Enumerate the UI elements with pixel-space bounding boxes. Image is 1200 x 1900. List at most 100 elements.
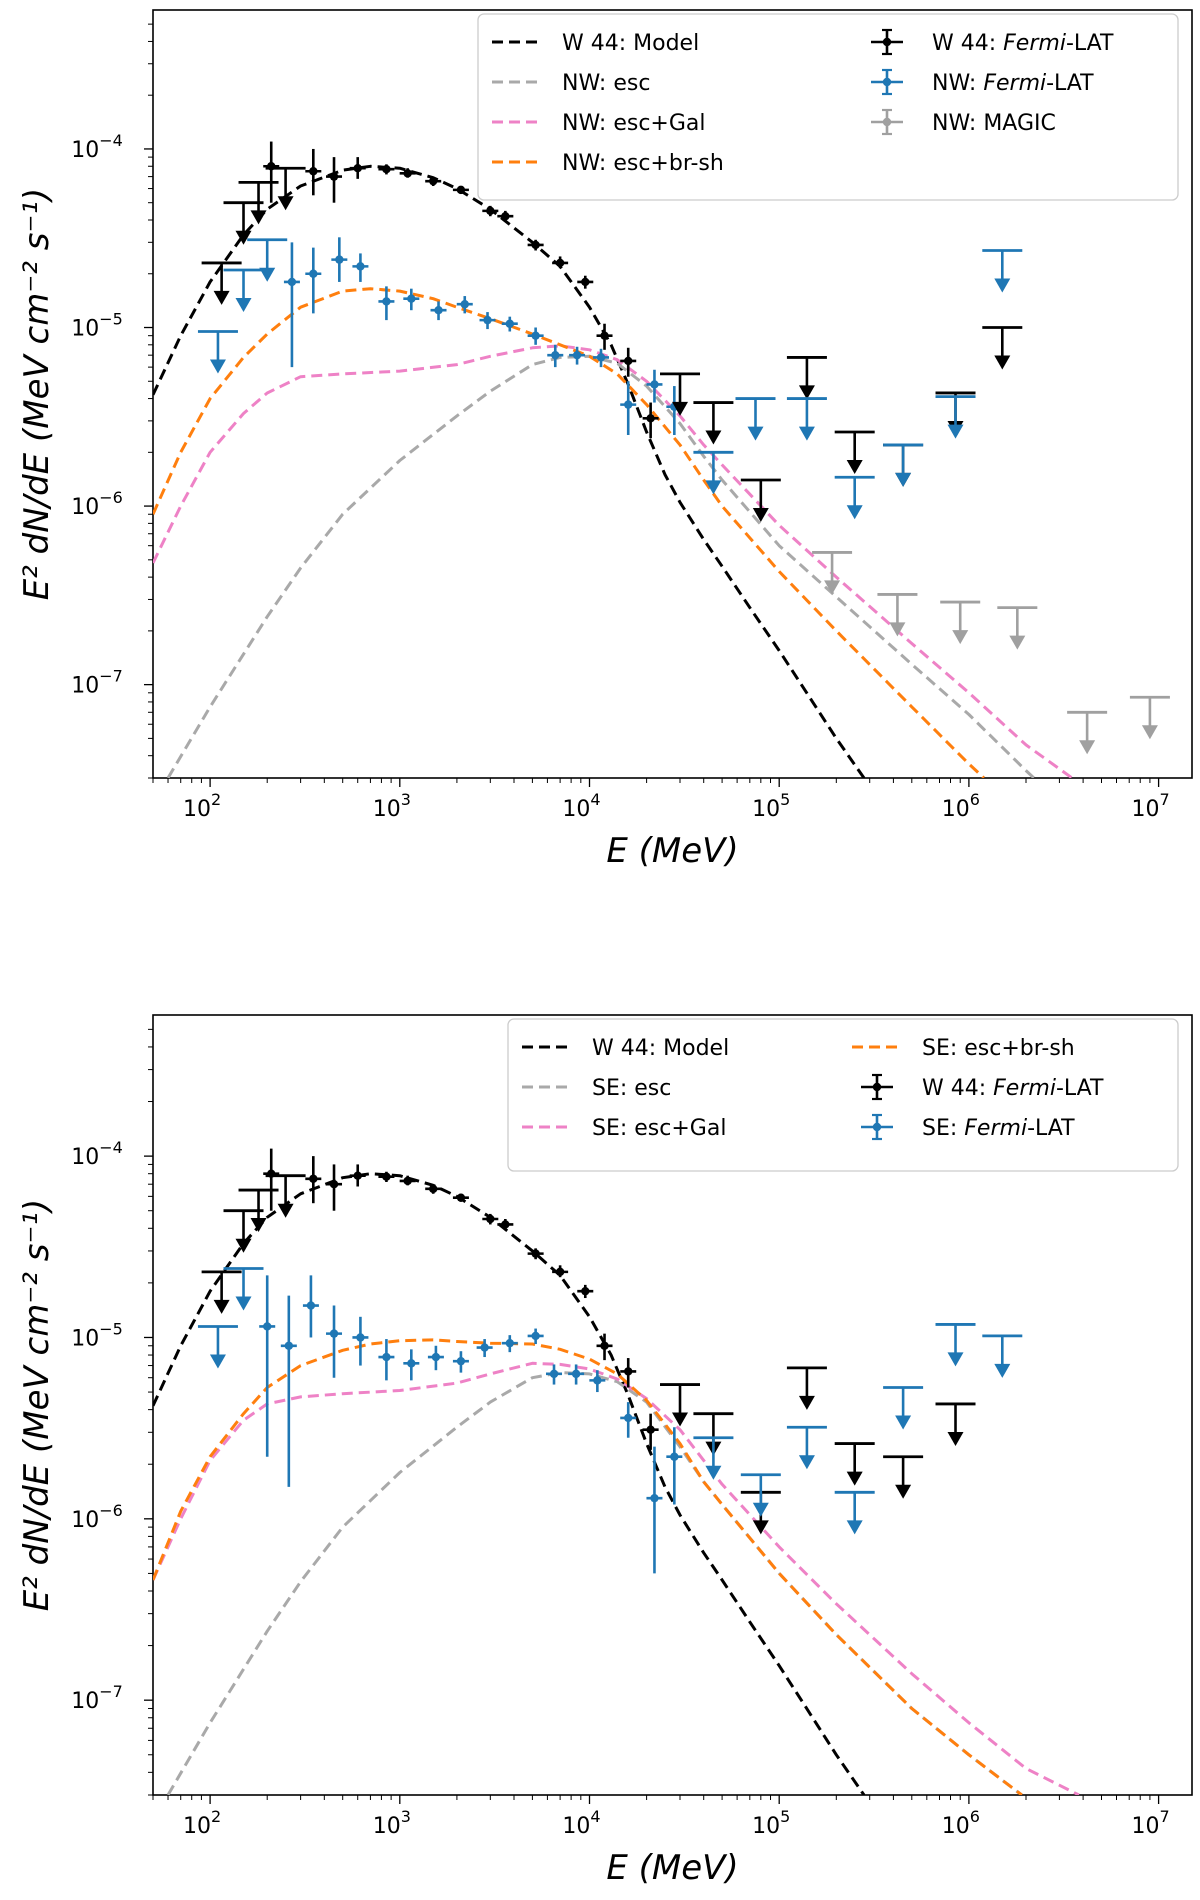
legend-label: W 44: Model — [592, 1036, 729, 1061]
x-tick-label: 103 — [373, 1807, 411, 1839]
legend-entry: W 44: Model — [522, 1036, 729, 1061]
data-point — [403, 1349, 420, 1381]
upper-limit-marker — [735, 397, 776, 441]
data-point — [452, 185, 469, 195]
data-point — [326, 1305, 343, 1378]
data-point — [482, 205, 499, 217]
data-point — [642, 402, 659, 439]
x-tick-label: 107 — [1132, 790, 1170, 822]
data-point — [305, 1156, 322, 1204]
data-point — [349, 157, 366, 179]
data-point — [569, 346, 586, 365]
upper-limit-marker — [883, 443, 924, 487]
legend-entry: SE: Fermi-LAT — [861, 1113, 1075, 1141]
upper-limit-marker — [786, 1366, 827, 1410]
legend-entry: NW: esc+br-sh — [492, 151, 724, 176]
y-tick-label: 10−7 — [71, 667, 123, 699]
data-point — [452, 1193, 469, 1202]
data-point — [425, 1184, 442, 1194]
upper-limit-marker — [223, 201, 264, 245]
data-point — [593, 348, 610, 368]
data-point — [501, 1335, 518, 1353]
upper-limit-marker — [834, 430, 875, 474]
series-line-w-44-model — [153, 1172, 866, 1795]
data-point — [326, 1164, 343, 1211]
data-point — [399, 168, 416, 178]
y-tick-label: 10−4 — [71, 131, 123, 163]
x-tick-label: 102 — [183, 790, 221, 822]
legend-box — [477, 13, 1179, 201]
y-tick-label: 10−4 — [71, 1138, 123, 1170]
upper-limit-marker — [834, 1442, 875, 1486]
legend-entry: SE: esc+br-sh — [852, 1036, 1075, 1061]
upper-limit-marker — [660, 372, 701, 416]
x-tick-label: 106 — [942, 1807, 980, 1839]
data-point — [425, 176, 442, 187]
legend-label: NW: esc+Gal — [562, 111, 706, 136]
data-point — [378, 164, 395, 175]
x-tick-label: 106 — [942, 790, 980, 822]
upper-limit-marker — [265, 1174, 306, 1218]
data-point — [283, 242, 300, 368]
upper-limit-marker — [693, 401, 734, 445]
data-point — [620, 1358, 637, 1388]
legend-label: W 44: Fermi-LAT — [932, 31, 1114, 56]
data-point — [552, 256, 569, 269]
plot-area — [153, 141, 1170, 778]
data-point — [666, 1427, 683, 1505]
data-point — [527, 239, 544, 251]
series-line-nw-esc-gal — [153, 344, 1073, 778]
upper-limit-marker — [740, 1473, 781, 1517]
x-tick-label: 102 — [183, 1807, 221, 1839]
data-point — [305, 247, 322, 314]
data-point — [577, 275, 594, 289]
upper-limit-marker — [883, 1455, 924, 1499]
legend-entry: W 44: Model — [492, 31, 699, 56]
data-point — [452, 1351, 469, 1373]
data-point — [646, 1446, 663, 1574]
legend-label: SE: esc+br-sh — [922, 1036, 1075, 1061]
x-tick-label: 107 — [1132, 1807, 1170, 1839]
data-point — [331, 237, 348, 282]
data-point — [378, 1339, 395, 1381]
data-point — [378, 1171, 395, 1182]
data-point — [596, 1333, 613, 1361]
y-tick-label: 10−6 — [71, 1501, 123, 1533]
data-point — [305, 148, 322, 196]
upper-limit-marker — [982, 326, 1023, 370]
data-point — [479, 312, 496, 330]
upper-limit-marker — [223, 1267, 264, 1311]
x-axis-label: E (MeV) — [606, 1848, 738, 1888]
legend-entry: SE: esc+Gal — [522, 1116, 726, 1141]
legend-entry: W 44: Fermi-LAT — [861, 1073, 1104, 1101]
x-tick-label: 103 — [373, 790, 411, 822]
top-chart-panel: 102 103 104 105 106 107 10−7 10−6 10−5 10−4 E (MeV… — [17, 9, 1193, 871]
legend-label: SE: Fermi-LAT — [922, 1116, 1075, 1141]
upper-limit-marker — [660, 1383, 701, 1427]
upper-limit-marker — [238, 180, 279, 225]
data-point — [552, 1265, 569, 1278]
legend-entry: NW: esc — [492, 71, 650, 96]
upper-limit-marker — [935, 395, 976, 439]
data-point — [527, 1328, 544, 1345]
x-axis-label: E (MeV) — [606, 831, 738, 871]
x-tick-label: 105 — [752, 790, 790, 822]
data-point — [349, 1164, 366, 1187]
legend: W 44: Model SE: esc SE: esc+Gal SE: esc+br-… — [507, 1018, 1179, 1172]
data-point — [589, 1370, 606, 1393]
data-point — [646, 369, 663, 403]
data-point — [620, 347, 637, 377]
plot-area — [153, 1148, 1080, 1795]
legend-label: W 44: Model — [562, 31, 699, 56]
data-point — [403, 288, 420, 311]
upper-limit-marker — [786, 356, 827, 400]
series-line-se-esc-gal — [153, 1361, 1080, 1795]
legend-label: NW: Fermi-LAT — [932, 71, 1094, 96]
data-point — [352, 1316, 369, 1366]
data-point — [280, 1295, 297, 1487]
upper-limit-marker — [197, 330, 238, 374]
data-point — [259, 1275, 276, 1457]
legend-label: W 44: Fermi-LAT — [922, 1076, 1104, 1101]
data-point — [302, 1275, 319, 1338]
data-point — [568, 1364, 585, 1385]
